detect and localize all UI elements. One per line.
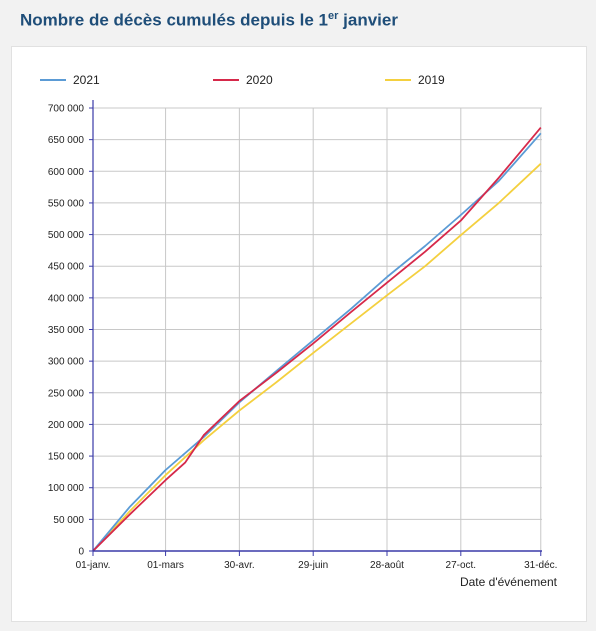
y-tick-label: 650 000: [48, 135, 85, 146]
chart-card: [11, 46, 587, 622]
y-tick-labels: 0 50 000 100 000 150 000 200 000 250 000 300 0…: [48, 104, 85, 558]
y-tick-label: 450 000: [48, 262, 85, 273]
title-superscript: er: [328, 10, 339, 22]
y-tick-label: 50 000: [53, 515, 84, 526]
series-line-2021: [92, 132, 542, 552]
title-end: janvier: [338, 10, 398, 30]
y-tick-label: 700 000: [48, 104, 85, 115]
y-tick-label: 350 000: [48, 325, 85, 336]
y-tick-label: 550 000: [48, 198, 85, 209]
x-tick-label: 01-janv.: [76, 560, 111, 571]
legend-label-2020: 2020: [246, 73, 273, 87]
x-tick-label: 27-oct.: [446, 560, 477, 571]
legend-label-2019: 2019: [418, 73, 445, 87]
series-line-2019: [92, 163, 542, 552]
x-tick-label: 29-juin: [298, 560, 328, 571]
x-tick-label: 30-avr.: [224, 560, 255, 571]
y-tick-label: 300 000: [48, 357, 85, 368]
chart-axes: [89, 100, 542, 556]
y-tick-label: 400 000: [48, 293, 85, 304]
x-axis-title: Date d'événement: [460, 575, 558, 589]
y-tick-label: 200 000: [48, 420, 85, 431]
x-tick-label: 28-août: [370, 560, 404, 571]
legend-label-2021: 2021: [73, 73, 100, 87]
x-tick-label: 01-mars: [147, 560, 184, 571]
chart-legend: 2021 2020 2019: [40, 73, 445, 87]
x-tick-labels: 01-janv. 01-mars 30-avr. 29-juin 28-août 27-o…: [76, 560, 558, 571]
y-tick-label: 150 000: [48, 452, 85, 463]
title-main: Nombre de décès cumulés depuis le 1: [20, 10, 329, 30]
y-tick-label: 600 000: [48, 167, 85, 178]
page-title: Nombre de décès cumulés depuis le 1er ja…: [20, 10, 398, 31]
chart-grid: [93, 107, 542, 551]
y-tick-label: 250 000: [48, 388, 85, 399]
x-tick-label: 31-déc.: [524, 560, 557, 571]
series-line-2020: [92, 127, 542, 552]
chart-series: [92, 127, 542, 552]
y-tick-label: 500 000: [48, 230, 85, 241]
y-tick-label: 100 000: [48, 483, 85, 494]
y-tick-label: 0: [78, 547, 84, 558]
